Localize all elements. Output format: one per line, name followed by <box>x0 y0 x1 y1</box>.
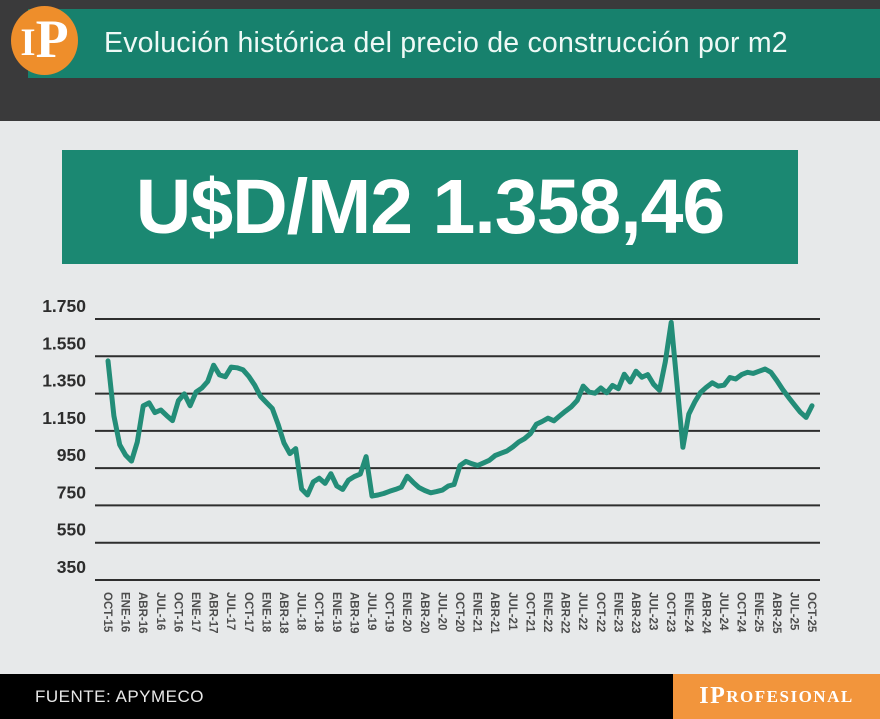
x-tick-label: JUL-17 <box>224 592 236 630</box>
x-tick-label: ABR-16 <box>136 592 148 634</box>
y-tick-label: 1.750 <box>42 300 86 316</box>
y-tick-label: 1.150 <box>42 408 86 428</box>
x-tick-label: ENE-22 <box>541 592 553 632</box>
y-tick-label: 550 <box>57 520 86 540</box>
brand-rest: ROFESIONAL <box>726 686 854 706</box>
x-tick-label: JUL-23 <box>647 592 659 630</box>
y-tick-label: 950 <box>57 445 86 465</box>
x-tick-label: JUL-24 <box>717 592 729 631</box>
gridlines <box>95 318 820 581</box>
x-tick-label: ENE-21 <box>471 592 483 633</box>
x-tick-label: ABR-17 <box>207 592 219 634</box>
x-tick-label: ENE-23 <box>611 592 623 632</box>
x-tick-label: OCT-19 <box>383 592 395 632</box>
x-tick-label: ABR-21 <box>488 592 500 634</box>
x-tick-label: OCT-25 <box>805 592 817 633</box>
x-tick-label: OCT-22 <box>594 592 606 632</box>
x-tick-label: JUL-22 <box>576 592 588 630</box>
x-tick-label: OCT-20 <box>453 592 465 632</box>
logo-letter-i: I <box>20 21 36 64</box>
x-tick-label: JUL-21 <box>506 592 518 631</box>
header-strip: Evolución histórica del precio de constr… <box>0 0 880 121</box>
x-tick-label: ABR-25 <box>770 592 782 634</box>
x-tick-label: ENE-24 <box>682 592 694 633</box>
x-tick-label: ABR-23 <box>629 592 641 634</box>
x-tick-label: ENE-25 <box>752 592 764 633</box>
y-axis-labels: 1.750 1.550 1.350 1.150 950 750 550 350 <box>42 300 86 577</box>
y-tick-label: 350 <box>57 557 86 577</box>
page-title: Evolución histórica del precio de constr… <box>104 27 788 59</box>
price-chart: 1.750 1.550 1.350 1.150 950 750 550 350 OCT-15 EN… <box>0 300 880 660</box>
x-tick-label: ABR-20 <box>418 592 430 634</box>
x-tick-label: OCT-17 <box>242 592 254 632</box>
price-chart-svg: 1.750 1.550 1.350 1.150 950 750 550 350 OCT-15 EN… <box>42 300 820 634</box>
x-tick-label: JUL-16 <box>154 592 166 630</box>
x-tick-label: ABR-22 <box>559 592 571 634</box>
x-tick-label: JUL-18 <box>295 592 307 631</box>
y-tick-label: 1.350 <box>42 371 86 391</box>
price-series-line <box>105 319 815 499</box>
x-tick-label: ENE-20 <box>400 592 412 632</box>
x-tick-label: OCT-16 <box>171 592 183 632</box>
x-tick-label: OCT-15 <box>101 592 113 633</box>
price-banner-value: U$D/M2 1.358,46 <box>135 163 726 250</box>
x-tick-label: ENE-18 <box>259 592 271 633</box>
x-tick-label: OCT-21 <box>523 592 535 633</box>
x-tick-label: ABR-19 <box>347 592 359 634</box>
x-tick-label: ENE-19 <box>330 592 342 632</box>
price-banner: U$D/M2 1.358,46 <box>62 150 798 264</box>
x-tick-label: OCT-18 <box>312 592 324 633</box>
brand-lead: IP <box>699 683 727 709</box>
x-tick-label: ABR-24 <box>699 592 711 634</box>
iprofesional-logo: IP ROFESIONAL <box>673 674 880 719</box>
source-label: FUENTE: APYMECO <box>35 687 205 706</box>
x-tick-label: JUL-20 <box>435 592 447 630</box>
x-tick-label: ENE-16 <box>119 592 131 632</box>
x-tick-label: OCT-23 <box>664 592 676 632</box>
x-tick-label: OCT-24 <box>735 592 747 633</box>
x-axis-labels: OCT-15 ENE-16 ABR-16 JUL-16 OCT-16 ENE-17 ABR-… <box>101 592 817 634</box>
y-tick-label: 750 <box>57 482 86 502</box>
title-banner: Evolución histórica del precio de constr… <box>28 9 880 78</box>
logo-letter-p: P <box>35 9 69 69</box>
x-tick-label: JUL-25 <box>787 592 799 631</box>
x-tick-label: ENE-17 <box>189 592 201 632</box>
x-tick-label: JUL-19 <box>365 592 377 630</box>
x-tick-label: ABR-18 <box>277 592 289 634</box>
footer-bar: FUENTE: APYMECO IP ROFESIONAL <box>0 674 880 719</box>
y-tick-label: 1.550 <box>42 333 86 353</box>
